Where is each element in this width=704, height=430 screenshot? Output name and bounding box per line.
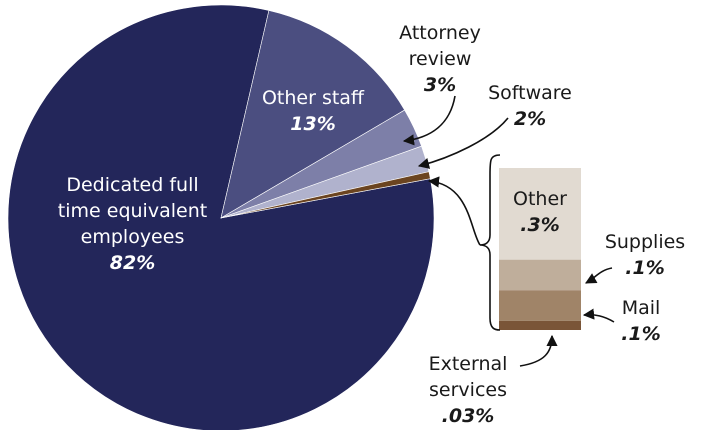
bar-segment <box>499 168 581 260</box>
slice-label: Software 2% <box>470 80 590 132</box>
slice-label: Other staff 13% <box>238 85 388 137</box>
label-name: Attorney review <box>399 22 481 70</box>
arrow <box>417 117 509 169</box>
label-value: .1% <box>625 257 665 279</box>
label-name: Other <box>513 188 567 210</box>
pie-slice <box>220 10 406 219</box>
label-name: Supplies <box>604 231 686 253</box>
label-value: .1% <box>621 323 661 345</box>
label-value: 13% <box>290 113 336 135</box>
label-value: .03% <box>441 405 495 427</box>
bar-label: Supplies .1% <box>588 229 702 281</box>
brace <box>479 154 501 331</box>
slice-label: Dedicated full time equivalent employees… <box>45 172 220 276</box>
arrow <box>585 267 613 284</box>
bar-label: Mail .1% <box>600 295 682 347</box>
label-name: Dedicated full time equivalent employees <box>57 174 208 248</box>
arrow <box>582 308 615 323</box>
label-value: 82% <box>109 252 156 274</box>
slice-label: Attorney review 3% <box>388 20 492 98</box>
label-value: 2% <box>513 108 547 130</box>
label-name: External services <box>428 353 508 401</box>
bar-label: Other .3% <box>499 186 581 238</box>
label-name: Mail <box>621 297 661 319</box>
label-name: Other staff <box>261 87 365 109</box>
bar-label: External services .03% <box>408 351 528 429</box>
label-name: Software <box>488 82 572 104</box>
bar-segment <box>499 290 581 321</box>
label-value: 3% <box>423 74 457 96</box>
bar-segment <box>499 259 581 291</box>
label-value: .3% <box>520 214 560 236</box>
arrow <box>519 334 558 367</box>
arrow <box>402 95 456 146</box>
bar-segment <box>499 320 581 330</box>
arrow <box>427 176 481 246</box>
